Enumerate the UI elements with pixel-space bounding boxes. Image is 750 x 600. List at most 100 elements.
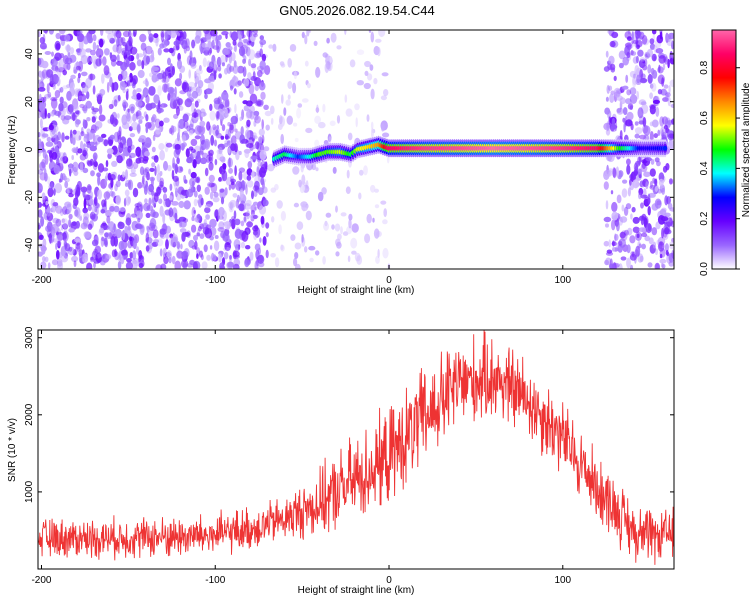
- noise-speck: [253, 188, 258, 197]
- noise-speck: [229, 85, 234, 91]
- noise-speck: [347, 132, 353, 141]
- noise-speck: [159, 177, 165, 187]
- noise-speck: [331, 224, 335, 230]
- noise-speck: [647, 73, 653, 84]
- noise-speck: [658, 172, 665, 182]
- noise-speck: [162, 75, 170, 84]
- noise-speck: [257, 70, 263, 78]
- noise-speck: [72, 161, 79, 173]
- noise-speck: [170, 92, 177, 104]
- noise-speck: [245, 129, 251, 140]
- noise-speck: [178, 118, 186, 130]
- noise-speck: [164, 67, 169, 77]
- noise-speck: [636, 74, 641, 84]
- noise-speck: [126, 112, 131, 122]
- noise-speck: [641, 213, 647, 221]
- noise-speck: [83, 221, 87, 228]
- noise-speck: [637, 49, 644, 57]
- noise-speck: [168, 256, 172, 264]
- noise-speck: [117, 174, 121, 182]
- noise-speck: [160, 263, 167, 269]
- noise-speck: [142, 80, 148, 85]
- noise-speck: [129, 236, 133, 242]
- noise-speck: [304, 34, 308, 45]
- noise-speck: [619, 130, 623, 140]
- noise-speck: [243, 216, 247, 222]
- noise-speck: [301, 174, 306, 185]
- noise-speck: [51, 238, 59, 243]
- noise-speck: [93, 161, 98, 168]
- noise-speck: [129, 133, 136, 138]
- noise-speck: [82, 167, 89, 174]
- noise-speck: [128, 152, 136, 159]
- noise-speck: [248, 83, 255, 95]
- noise-speck: [659, 208, 667, 216]
- spectrogram-y-tick-label: 40: [24, 48, 35, 60]
- noise-speck: [263, 146, 270, 152]
- noise-speck: [62, 85, 69, 90]
- noise-speck: [55, 32, 61, 40]
- noise-speck: [639, 255, 644, 262]
- noise-speck: [227, 157, 233, 168]
- noise-speck: [233, 210, 237, 220]
- noise-speck: [641, 243, 646, 250]
- noise-speck: [117, 261, 122, 269]
- noise-speck: [205, 214, 211, 220]
- noise-speck: [163, 160, 168, 171]
- noise-speck: [92, 41, 97, 51]
- noise-speck: [43, 168, 47, 178]
- noise-speck: [204, 46, 210, 52]
- noise-speck: [165, 239, 169, 250]
- noise-speck: [69, 82, 75, 90]
- noise-speck: [224, 98, 230, 109]
- noise-speck: [136, 88, 142, 93]
- noise-speck: [670, 103, 674, 108]
- noise-speck: [658, 178, 664, 187]
- noise-speck: [224, 187, 228, 196]
- noise-speck: [142, 48, 147, 57]
- snr-y-ticks: 1000 2000 3000: [24, 326, 674, 503]
- noise-speck: [188, 81, 196, 90]
- noise-speck: [48, 232, 52, 244]
- noise-speck: [52, 83, 56, 90]
- noise-speck: [143, 184, 148, 195]
- noise-speck: [609, 63, 616, 71]
- noise-speck: [257, 161, 263, 167]
- noise-speck: [202, 57, 207, 68]
- noise-speck: [79, 216, 83, 221]
- noise-speck: [354, 103, 360, 111]
- noise-speck: [629, 87, 637, 96]
- noise-speck: [178, 219, 183, 228]
- noise-speck: [629, 178, 632, 186]
- noise-speck: [244, 150, 250, 159]
- noise-speck: [96, 44, 100, 50]
- noise-speck: [106, 254, 112, 260]
- noise-speck: [359, 169, 364, 176]
- noise-speck: [154, 165, 157, 176]
- noise-speck: [132, 239, 137, 250]
- noise-speck: [101, 237, 105, 242]
- noise-speck: [229, 124, 235, 134]
- noise-speck: [656, 239, 661, 245]
- noise-speck: [280, 244, 284, 251]
- noise-speck: [382, 219, 388, 225]
- noise-speck: [230, 115, 238, 125]
- noise-speck: [220, 54, 227, 65]
- noise-speck: [178, 216, 187, 222]
- noise-speck: [238, 167, 246, 173]
- noise-speck: [149, 167, 155, 172]
- noise-speck: [188, 93, 193, 99]
- noise-speck: [229, 199, 237, 208]
- noise-speck: [242, 137, 245, 144]
- noise-speck: [232, 250, 240, 258]
- noise-speck: [65, 57, 73, 65]
- noise-speck: [186, 125, 191, 132]
- noise-speck: [336, 115, 341, 124]
- noise-speck: [50, 182, 54, 190]
- noise-speck: [626, 51, 631, 59]
- noise-speck: [59, 86, 64, 93]
- noise-speck: [145, 125, 149, 134]
- noise-speck: [109, 203, 115, 214]
- noise-speck: [196, 253, 199, 259]
- snr-x-tick-label: -200: [31, 575, 51, 586]
